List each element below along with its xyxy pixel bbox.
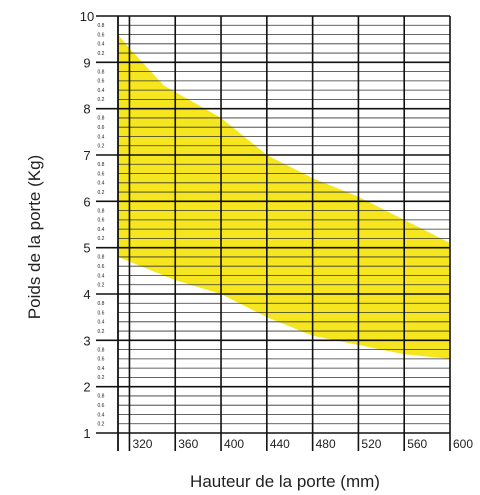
weight-band-area xyxy=(118,34,450,359)
y-minor-tick-label: 0.2 xyxy=(98,190,105,196)
y-minor-tick-label: 0.8 xyxy=(98,255,105,261)
y-minor-tick-label: 0.8 xyxy=(98,208,105,214)
x-axis-label: Hauteur de la porte (mm) xyxy=(190,472,380,491)
x-tick-label: 400 xyxy=(224,437,244,451)
y-tick-label: 7 xyxy=(83,148,90,163)
x-tick-label: 560 xyxy=(407,437,427,451)
y-minor-tick-label: 0.4 xyxy=(98,88,105,94)
y-tick-label: 6 xyxy=(83,194,90,209)
x-tick-label: 520 xyxy=(361,437,381,451)
y-tick-label: 1 xyxy=(83,426,90,441)
y-minor-tick-label: 0.4 xyxy=(98,273,105,279)
y-minor-tick-label: 0.2 xyxy=(98,144,105,150)
y-minor-tick-label: 0.4 xyxy=(98,42,105,48)
x-tick-label: 320 xyxy=(132,437,152,451)
y-minor-tick-label: 0.8 xyxy=(98,69,105,75)
y-minor-tick-label: 0.2 xyxy=(98,329,105,335)
y-minor-tick-label: 0.8 xyxy=(98,394,105,400)
y-minor-tick-label: 0.2 xyxy=(98,283,105,289)
y-axis-label: Poids de la porte (Kg) xyxy=(25,155,44,319)
x-tick-label: 480 xyxy=(316,437,336,451)
y-minor-tick-label: 0.6 xyxy=(98,218,105,224)
y-minor-tick-label: 0.6 xyxy=(98,357,105,363)
y-tick-label: 10 xyxy=(80,9,94,24)
y-minor-tick-label: 0.2 xyxy=(98,236,105,242)
y-minor-tick-label: 0.4 xyxy=(98,134,105,140)
y-tick-label: 8 xyxy=(83,102,90,117)
y-minor-tick-label: 0.4 xyxy=(98,320,105,326)
y-minor-tick-label: 0.6 xyxy=(98,79,105,85)
y-minor-tick-label: 0.2 xyxy=(98,375,105,381)
y-minor-tick-label: 0.2 xyxy=(98,51,105,57)
y-minor-tick-label: 0.4 xyxy=(98,227,105,233)
y-minor-tick-label: 0.8 xyxy=(98,116,105,122)
y-minor-tick-label: 0.6 xyxy=(98,171,105,177)
y-tick-label: 9 xyxy=(83,55,90,70)
grid-layer xyxy=(96,15,451,451)
y-minor-tick-label: 0.6 xyxy=(98,310,105,316)
y-minor-tick-label: 0.8 xyxy=(98,347,105,353)
y-minor-tick-label: 0.6 xyxy=(98,403,105,409)
y-minor-tick-label: 0.6 xyxy=(98,264,105,270)
y-tick-label: 3 xyxy=(83,333,90,348)
x-tick-label: 600 xyxy=(453,437,473,451)
y-minor-tick-label: 0.4 xyxy=(98,412,105,418)
x-tick-label: 360 xyxy=(178,437,198,451)
x-tick-label: 440 xyxy=(270,437,290,451)
y-minor-tick-label: 0.6 xyxy=(98,32,105,38)
label-layer: 1 2 3 4 5 6 7 8 9 10 0.2 0.4 0.6 0.8 0.2 0.4 0.6 0.8 0.2 0.… xyxy=(80,9,474,451)
y-minor-tick-label: 0.8 xyxy=(98,23,105,29)
y-minor-tick-label: 0.2 xyxy=(98,422,105,428)
band-layer xyxy=(118,34,450,359)
y-minor-tick-label: 0.6 xyxy=(98,125,105,131)
y-minor-tick-label: 0.4 xyxy=(98,181,105,187)
y-tick-label: 2 xyxy=(83,380,90,395)
y-minor-tick-label: 0.8 xyxy=(98,162,105,168)
y-minor-tick-label: 0.4 xyxy=(98,366,105,372)
y-minor-tick-label: 0.2 xyxy=(98,97,105,103)
y-tick-label: 4 xyxy=(83,287,90,302)
y-minor-tick-label: 0.8 xyxy=(98,301,105,307)
y-tick-label: 5 xyxy=(83,241,90,256)
